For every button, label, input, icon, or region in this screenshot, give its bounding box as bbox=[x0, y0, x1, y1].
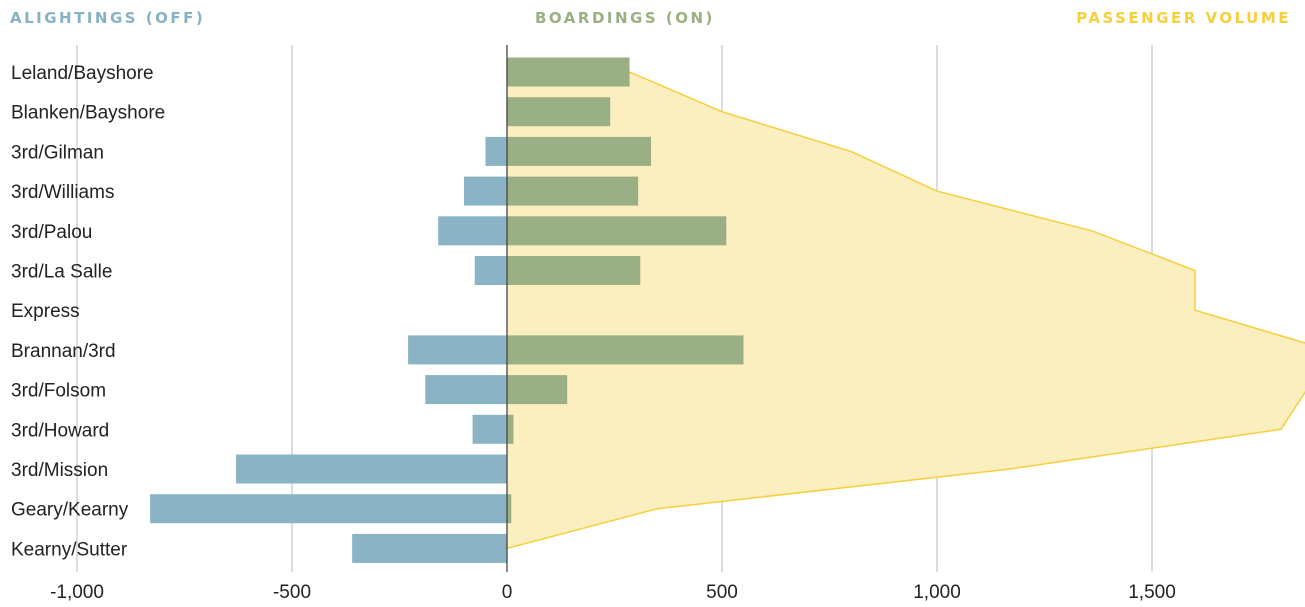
x-tick-label: 500 bbox=[706, 582, 738, 603]
bar-boardings bbox=[507, 97, 611, 127]
category-label: 3rd/Palou bbox=[11, 222, 92, 243]
x-tick-label: -500 bbox=[273, 582, 311, 603]
bar-alightings bbox=[464, 176, 507, 206]
category-label: 3rd/Gilman bbox=[11, 142, 104, 163]
legend-alightings: ALIGHTINGS (OFF) bbox=[10, 9, 206, 27]
bar-boardings bbox=[507, 335, 744, 365]
category-label: Blanken/Bayshore bbox=[11, 103, 165, 124]
category-label: 3rd/La Salle bbox=[11, 262, 112, 283]
x-tick-label: -1,000 bbox=[50, 582, 104, 603]
category-label: Express bbox=[11, 301, 80, 322]
category-label: Geary/Kearny bbox=[11, 500, 129, 521]
x-tick-labels: -1,500-1,000-50005001,0001,5002,0002,500… bbox=[50, 582, 1176, 603]
category-label: Leland/Bayshore bbox=[11, 63, 154, 84]
legend-passenger-volume: PASSENGER VOLUME bbox=[1076, 9, 1291, 27]
bar-boardings bbox=[507, 57, 630, 87]
bar-boardings bbox=[507, 494, 512, 524]
category-label: 3rd/Mission bbox=[11, 460, 108, 481]
x-tick-label: 1,500 bbox=[1128, 582, 1176, 603]
bar-alightings bbox=[472, 414, 507, 444]
bar-boardings bbox=[507, 256, 641, 285]
bar-alightings bbox=[150, 494, 507, 524]
bar-alightings bbox=[352, 533, 507, 563]
bar-alightings bbox=[408, 335, 507, 365]
legend-boardings: BOARDINGS (ON) bbox=[535, 9, 715, 27]
bar-alightings bbox=[474, 256, 507, 285]
bar-alightings bbox=[485, 136, 507, 166]
category-label: Brannan/3rd bbox=[11, 341, 116, 362]
category-labels: Leland/Bayshore Blanken/Bayshore 3rd/Gilma… bbox=[11, 63, 165, 560]
bar-alightings bbox=[438, 216, 507, 246]
bar-boardings bbox=[507, 176, 639, 206]
bar-boardings bbox=[507, 375, 568, 405]
x-tick-label: 1,000 bbox=[913, 582, 961, 603]
bar-alightings bbox=[236, 454, 507, 484]
x-tick-label: 0 bbox=[502, 582, 513, 603]
category-label: 3rd/Williams bbox=[11, 182, 114, 203]
bar-boardings bbox=[507, 216, 727, 246]
category-label: Kearny/Sutter bbox=[11, 539, 128, 560]
bar-boardings bbox=[507, 136, 652, 166]
volume-area bbox=[506, 57, 1305, 550]
bar-alightings bbox=[425, 375, 507, 405]
volume-line bbox=[506, 71, 1305, 550]
volume-area-fill bbox=[507, 57, 1305, 549]
bars bbox=[150, 57, 744, 563]
bar-boardings bbox=[507, 414, 514, 444]
category-label: 3rd/Howard bbox=[11, 420, 109, 441]
category-label: 3rd/Folsom bbox=[11, 381, 106, 402]
